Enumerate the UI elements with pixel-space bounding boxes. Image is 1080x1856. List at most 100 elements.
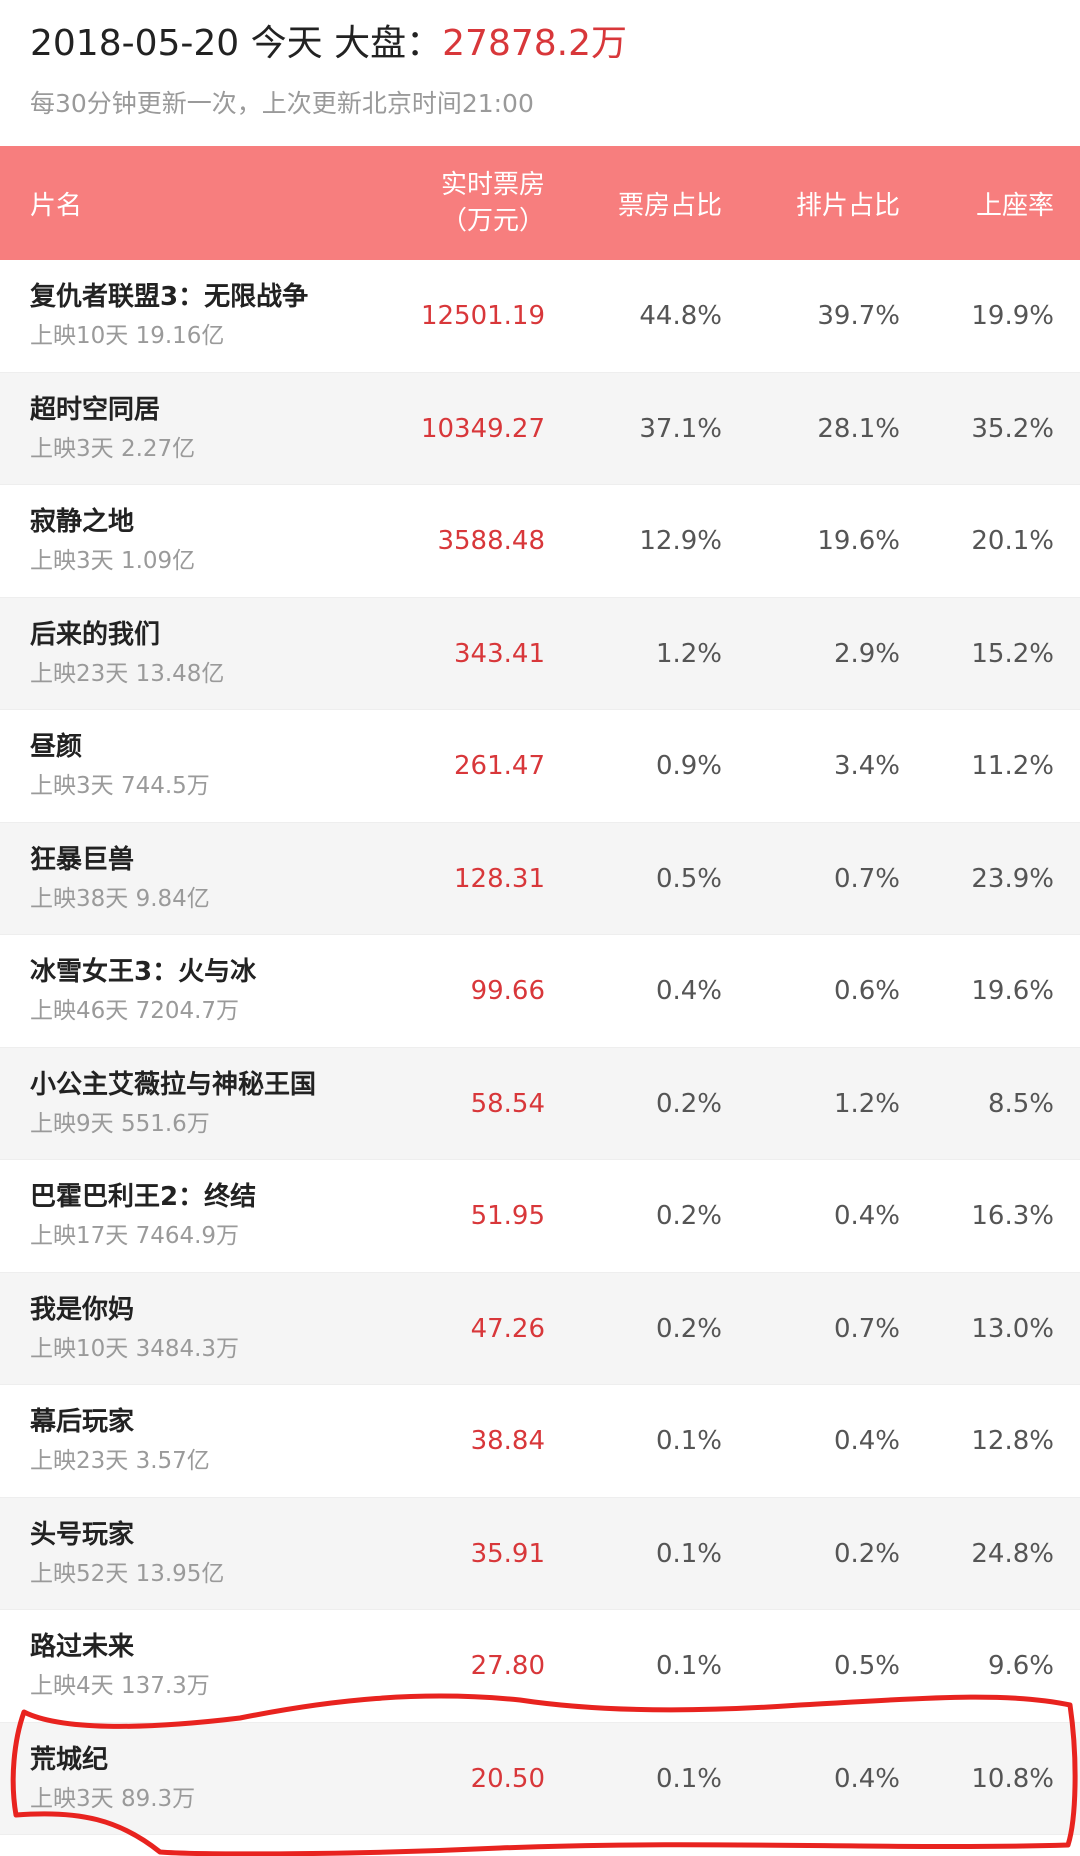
box-share: 0.5% [655, 863, 722, 894]
movie-name: 巴霍巴利王2：终结 [30, 1182, 257, 1212]
box-share: 44.8% [639, 301, 722, 331]
table-row[interactable]: 昼颜 上映3天 744.5万 261.47 0.9% 3.4% 11.2% [0, 710, 1080, 823]
box-share: 0.1% [655, 1763, 722, 1794]
box-share: 0.2% [655, 1201, 722, 1231]
screen-share: 0.5% [833, 1651, 900, 1681]
box-office: 35.91 [470, 1538, 545, 1569]
movie-meta: 上映3天 2.27亿 [30, 435, 196, 462]
col-box-office: 实时票房 （万元） [441, 146, 545, 260]
box-office: 3588.48 [437, 526, 545, 556]
table-row[interactable]: 小公主艾薇拉与神秘王国 上映9天 551.6万 58.54 0.2% 1.2% … [0, 1047, 1080, 1160]
table-row[interactable]: 复仇者联盟3：无限战争 上映10天 19.16亿 12501.19 44.8% … [0, 260, 1080, 373]
table-row[interactable]: 荒城纪 上映3天 89.3万 20.50 0.1% 0.4% 10.8% [0, 1722, 1080, 1835]
screen-share: 0.4% [833, 1426, 900, 1456]
seat-rate: 8.5% [987, 1088, 1054, 1119]
movie-name: 小公主艾薇拉与神秘王国 [30, 1069, 317, 1100]
movie-meta: 上映3天 89.3万 [30, 1785, 196, 1812]
movie-list: 复仇者联盟3：无限战争 上映10天 19.16亿 12501.19 44.8% … [0, 260, 1080, 1835]
box-share: 37.1% [639, 413, 722, 444]
col-screen-share: 排片占比 [795, 190, 900, 221]
screen-share: 19.6% [817, 526, 900, 556]
box-office: 20.50 [470, 1763, 545, 1794]
box-share: 0.9% [655, 751, 722, 781]
movie-name: 后来的我们 [30, 619, 161, 650]
col-name: 片名 [30, 190, 83, 221]
movie-meta: 上映52天 13.95亿 [30, 1560, 225, 1587]
box-office: 38.84 [470, 1426, 545, 1456]
screen-share: 0.7% [833, 1313, 900, 1344]
seat-rate: 10.8% [971, 1763, 1054, 1794]
box-office: 27.80 [470, 1651, 545, 1681]
box-office: 128.31 [454, 863, 545, 894]
table-row[interactable]: 冰雪女王3：火与冰 上映46天 7204.7万 99.66 0.4% 0.6% … [0, 935, 1080, 1048]
table-row[interactable]: 超时空同居 上映3天 2.27亿 10349.27 37.1% 28.1% 35… [0, 372, 1080, 485]
seat-rate: 24.8% [971, 1538, 1054, 1569]
seat-rate: 35.2% [971, 413, 1054, 444]
market-label: 大盘： [334, 23, 443, 64]
market-summary: 2018-05-20 今天 大盘：27878.2万 [30, 14, 627, 66]
box-office: 12501.19 [420, 301, 545, 331]
col-box-office-line2: （万元） [440, 206, 545, 236]
movie-meta: 上映3天 744.5万 [30, 773, 210, 799]
movie-name: 路过未来 [30, 1632, 135, 1662]
table-row[interactable]: 幕后玩家 上映23天 3.57亿 38.84 0.1% 0.4% 12.8% [0, 1385, 1080, 1498]
screen-share: 1.2% [833, 1088, 900, 1119]
box-share: 0.1% [655, 1538, 722, 1569]
movie-meta: 上映9天 551.6万 [30, 1110, 210, 1137]
box-share: 0.1% [655, 1426, 722, 1456]
movie-meta: 上映10天 19.16亿 [30, 323, 225, 349]
seat-rate: 11.2% [971, 751, 1054, 781]
screen-share: 28.1% [817, 413, 900, 444]
table-row[interactable]: 我是你妈 上映10天 3484.3万 47.26 0.2% 0.7% 13.0% [0, 1272, 1080, 1385]
today-label: 今天 [250, 23, 323, 64]
movie-name: 复仇者联盟3：无限战争 [30, 282, 309, 312]
box-office: 10349.27 [420, 413, 545, 444]
movie-name: 昼颜 [30, 732, 83, 762]
movie-name: 狂暴巨兽 [30, 844, 135, 875]
screen-share: 0.4% [833, 1763, 900, 1794]
box-office: 99.66 [470, 976, 545, 1006]
seat-rate: 23.9% [971, 863, 1054, 894]
seat-rate: 20.1% [971, 526, 1054, 556]
seat-rate: 19.6% [971, 976, 1054, 1006]
box-share: 0.2% [655, 1313, 722, 1344]
box-office: 343.41 [454, 638, 545, 669]
movie-meta: 上映4天 137.3万 [30, 1673, 210, 1699]
table-row[interactable]: 寂静之地 上映3天 1.09亿 3588.48 12.9% 19.6% 20.1… [0, 485, 1080, 598]
movie-name: 荒城纪 [30, 1744, 109, 1775]
screen-share: 3.4% [833, 751, 900, 781]
table-row[interactable]: 巴霍巴利王2：终结 上映17天 7464.9万 51.95 0.2% 0.4% … [0, 1160, 1080, 1273]
col-box-office-line1: 实时票房 [440, 170, 545, 200]
seat-rate: 12.8% [971, 1426, 1054, 1456]
box-share: 0.2% [655, 1088, 722, 1119]
market-total: 27878.2万 [442, 23, 628, 64]
box-office: 58.54 [470, 1088, 545, 1119]
movie-meta: 上映46天 7204.7万 [30, 998, 240, 1024]
seat-rate: 16.3% [971, 1201, 1054, 1231]
col-box-share: 票房占比 [617, 190, 722, 221]
box-office: 51.95 [470, 1201, 545, 1231]
box-share: 0.1% [655, 1651, 722, 1681]
box-share: 12.9% [639, 526, 722, 556]
movie-meta: 上映23天 13.48亿 [30, 660, 225, 687]
table-row[interactable]: 狂暴巨兽 上映38天 9.84亿 128.31 0.5% 0.7% 23.9% [0, 822, 1080, 935]
screen-share: 2.9% [833, 638, 900, 669]
seat-rate: 13.0% [971, 1313, 1054, 1344]
col-seat-rate: 上座率 [975, 190, 1054, 221]
box-share: 1.2% [655, 638, 722, 669]
movie-name: 幕后玩家 [30, 1407, 135, 1437]
update-note: 每30分钟更新一次，上次更新北京时间21:00 [30, 89, 534, 118]
screen-share: 0.6% [833, 976, 900, 1006]
seat-rate: 9.6% [987, 1651, 1054, 1681]
movie-name: 头号玩家 [30, 1519, 135, 1550]
table-row[interactable]: 后来的我们 上映23天 13.48亿 343.41 1.2% 2.9% 15.2… [0, 597, 1080, 710]
table-row[interactable]: 头号玩家 上映52天 13.95亿 35.91 0.1% 0.2% 24.8% [0, 1497, 1080, 1610]
movie-meta: 上映38天 9.84亿 [30, 885, 210, 912]
movie-name: 我是你妈 [30, 1294, 135, 1325]
movie-meta: 上映17天 7464.9万 [30, 1223, 240, 1249]
screen-share: 0.7% [833, 863, 900, 894]
screen-share: 0.4% [833, 1201, 900, 1231]
seat-rate: 15.2% [971, 638, 1054, 669]
table-row[interactable]: 路过未来 上映4天 137.3万 27.80 0.1% 0.5% 9.6% [0, 1610, 1080, 1723]
seat-rate: 19.9% [971, 301, 1054, 331]
